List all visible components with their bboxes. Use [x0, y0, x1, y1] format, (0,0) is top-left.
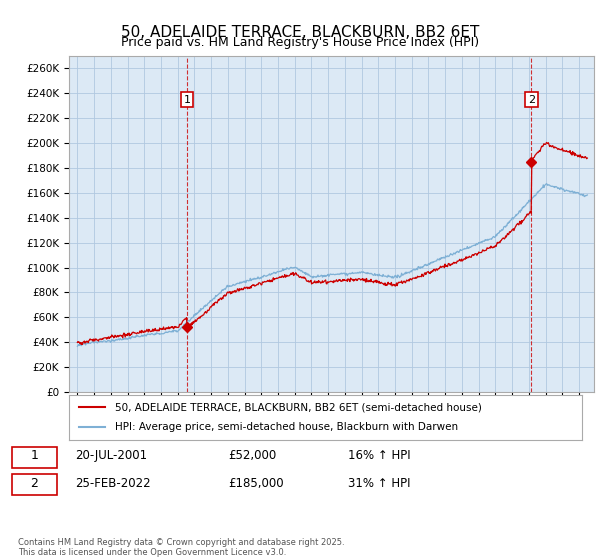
- Text: 20-JUL-2001: 20-JUL-2001: [75, 450, 147, 463]
- FancyBboxPatch shape: [12, 474, 57, 495]
- Text: 1: 1: [184, 95, 190, 105]
- Text: 25-FEB-2022: 25-FEB-2022: [75, 477, 151, 489]
- Text: HPI: Average price, semi-detached house, Blackburn with Darwen: HPI: Average price, semi-detached house,…: [115, 422, 458, 432]
- Text: Price paid vs. HM Land Registry's House Price Index (HPI): Price paid vs. HM Land Registry's House …: [121, 36, 479, 49]
- Text: 50, ADELAIDE TERRACE, BLACKBURN, BB2 6ET (semi-detached house): 50, ADELAIDE TERRACE, BLACKBURN, BB2 6ET…: [115, 402, 482, 412]
- Text: £52,000: £52,000: [228, 450, 276, 463]
- Text: 2: 2: [528, 95, 535, 105]
- FancyBboxPatch shape: [12, 447, 57, 468]
- Text: 31% ↑ HPI: 31% ↑ HPI: [348, 477, 410, 489]
- Text: 50, ADELAIDE TERRACE, BLACKBURN, BB2 6ET: 50, ADELAIDE TERRACE, BLACKBURN, BB2 6ET: [121, 25, 479, 40]
- Text: 16% ↑ HPI: 16% ↑ HPI: [348, 450, 410, 463]
- Text: £185,000: £185,000: [228, 477, 284, 489]
- Text: 1: 1: [30, 450, 38, 463]
- Text: 2: 2: [30, 477, 38, 489]
- Text: Contains HM Land Registry data © Crown copyright and database right 2025.
This d: Contains HM Land Registry data © Crown c…: [18, 538, 344, 557]
